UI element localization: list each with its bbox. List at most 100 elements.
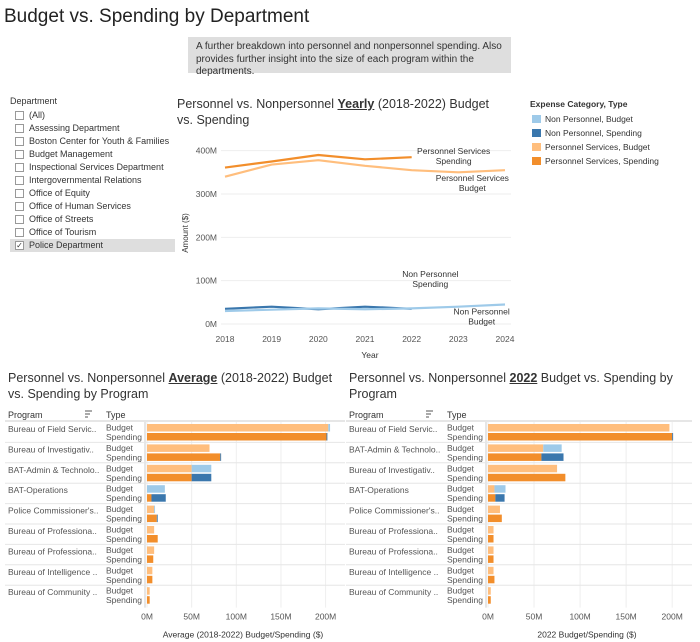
- bar-personnel-spending[interactable]: [488, 596, 491, 604]
- bar-personnel-budget[interactable]: [147, 505, 155, 514]
- program-label: BAT-Operations: [8, 485, 68, 495]
- legend-label: Non Personnel, Spending: [545, 128, 642, 138]
- legend-item[interactable]: Personnel Services, Budget: [530, 140, 659, 154]
- filter-item[interactable]: Boston Center for Youth & Families: [10, 135, 175, 148]
- filter-item[interactable]: Office of Streets: [10, 213, 175, 226]
- bar-personnel-budget[interactable]: [488, 566, 494, 575]
- bar-personnel-budget[interactable]: [147, 444, 210, 452]
- series-line[interactable]: [224, 153, 412, 169]
- filter-item[interactable]: (All): [10, 109, 175, 122]
- filter-item[interactable]: Inspectional Services Department: [10, 161, 175, 174]
- checkbox[interactable]: [15, 137, 24, 146]
- bar-nonpersonnel-budget[interactable]: [154, 505, 156, 514]
- legend-item[interactable]: Non Personnel, Budget: [530, 112, 659, 126]
- checkbox[interactable]: [15, 189, 24, 198]
- bar-nonpersonnel-spending[interactable]: [151, 494, 166, 502]
- type-label: Budget: [106, 586, 134, 596]
- bar-personnel-spending[interactable]: [147, 453, 221, 461]
- bar-personnel-budget[interactable]: [147, 587, 150, 595]
- bar-personnel-spending[interactable]: [147, 494, 152, 502]
- bar-nonpersonnel-spending[interactable]: [156, 514, 158, 523]
- bar-personnel-budget[interactable]: [488, 587, 491, 595]
- filter-item[interactable]: Office of Equity: [10, 187, 175, 200]
- checkbox[interactable]: [15, 111, 24, 120]
- bar-nonpersonnel-budget[interactable]: [543, 444, 562, 452]
- checkbox[interactable]: [15, 215, 24, 224]
- checkbox[interactable]: [15, 176, 24, 185]
- bar-nonpersonnel-spending[interactable]: [495, 494, 505, 502]
- x-tick-label: 2019: [262, 334, 281, 344]
- type-label: Budget: [447, 586, 475, 596]
- bar-personnel-budget[interactable]: [488, 485, 495, 493]
- bar-nonpersonnel-spending[interactable]: [326, 433, 328, 441]
- type-label: Budget: [447, 423, 475, 433]
- bar-nonpersonnel-budget[interactable]: [191, 464, 212, 473]
- filter-item[interactable]: Office of Human Services: [10, 200, 175, 213]
- bar-personnel-budget[interactable]: [488, 424, 670, 432]
- bar-personnel-budget[interactable]: [488, 546, 494, 554]
- bar-nonpersonnel-spending[interactable]: [541, 453, 564, 461]
- bar-personnel-spending[interactable]: [147, 535, 158, 543]
- bar-personnel-spending[interactable]: [488, 433, 673, 441]
- bar-personnel-budget[interactable]: [147, 526, 155, 534]
- bar-nonpersonnel-spending[interactable]: [672, 433, 674, 441]
- bar-personnel-budget[interactable]: [147, 424, 329, 432]
- x-axis-label: Year: [361, 350, 378, 360]
- bar-nonpersonnel-budget[interactable]: [328, 424, 331, 432]
- bar-personnel-spending[interactable]: [147, 575, 153, 584]
- bar-personnel-spending[interactable]: [488, 514, 502, 523]
- bar-personnel-budget[interactable]: [147, 566, 153, 575]
- bar-personnel-budget[interactable]: [488, 526, 494, 534]
- line-chart-title: Personnel vs. Nonpersonnel Yearly (2018-…: [177, 96, 497, 128]
- bar-chart-average: Program Type 0M 50M 100M 150M 200M Average (201…: [5, 408, 345, 640]
- type-label: Spending: [447, 534, 483, 544]
- checkbox[interactable]: [15, 163, 24, 172]
- checkbox[interactable]: ✓: [15, 241, 24, 250]
- filter-item[interactable]: Intergovernmental Relations: [10, 174, 175, 187]
- bar-personnel-spending[interactable]: [147, 473, 192, 482]
- bar-personnel-budget[interactable]: [488, 505, 500, 514]
- legend-title: Expense Category, Type: [530, 99, 628, 109]
- filter-item[interactable]: Assessing Department: [10, 122, 175, 135]
- filter-item[interactable]: Office of Tourism: [10, 226, 175, 239]
- bar-personnel-spending[interactable]: [488, 473, 566, 482]
- program-label: Bureau of Community ..: [8, 587, 97, 597]
- filter-item[interactable]: ✓ Police Department: [10, 239, 175, 252]
- bar-nonpersonnel-spending[interactable]: [220, 453, 222, 461]
- bar-personnel-budget[interactable]: [147, 546, 155, 554]
- y-tick-label: 0M: [205, 319, 217, 329]
- bar-personnel-budget[interactable]: [488, 444, 544, 452]
- bar-nonpersonnel-budget[interactable]: [147, 485, 165, 493]
- bar-personnel-budget[interactable]: [147, 464, 192, 473]
- bar-personnel-spending[interactable]: [488, 555, 494, 563]
- bar-nonpersonnel-budget[interactable]: [494, 485, 506, 493]
- legend-item[interactable]: Non Personnel, Spending: [530, 126, 659, 140]
- type-label: Budget: [447, 504, 475, 514]
- legend: Expense Category, Type Non Personnel, Bu…: [530, 99, 659, 168]
- type-label: Spending: [447, 554, 483, 564]
- y-tick-label: 300M: [196, 189, 217, 199]
- sort-icon[interactable]: [85, 410, 92, 418]
- bar-personnel-spending[interactable]: [488, 494, 496, 502]
- checkbox[interactable]: [15, 150, 24, 159]
- sort-icon[interactable]: [426, 410, 433, 418]
- bar-personnel-spending[interactable]: [488, 575, 495, 584]
- bar-personnel-spending[interactable]: [147, 596, 150, 604]
- bar-personnel-spending[interactable]: [488, 453, 542, 461]
- bar-personnel-spending[interactable]: [147, 433, 327, 441]
- series-line[interactable]: [224, 159, 506, 178]
- series-line[interactable]: [224, 303, 506, 313]
- bar-personnel-budget[interactable]: [488, 464, 558, 473]
- checkbox[interactable]: [15, 124, 24, 133]
- bar-personnel-spending[interactable]: [147, 514, 157, 523]
- legend-item[interactable]: Personnel Services, Spending: [530, 154, 659, 168]
- checkbox[interactable]: [15, 228, 24, 237]
- checkbox[interactable]: [15, 202, 24, 211]
- program-label: Bureau of Professiona..: [8, 526, 97, 536]
- type-label: Spending: [447, 575, 483, 585]
- bar-personnel-spending[interactable]: [147, 555, 154, 563]
- bar-personnel-spending[interactable]: [488, 535, 494, 543]
- line-annotation: Personnel Services: [417, 146, 490, 156]
- bar-nonpersonnel-spending[interactable]: [191, 473, 212, 482]
- filter-item[interactable]: Budget Management: [10, 148, 175, 161]
